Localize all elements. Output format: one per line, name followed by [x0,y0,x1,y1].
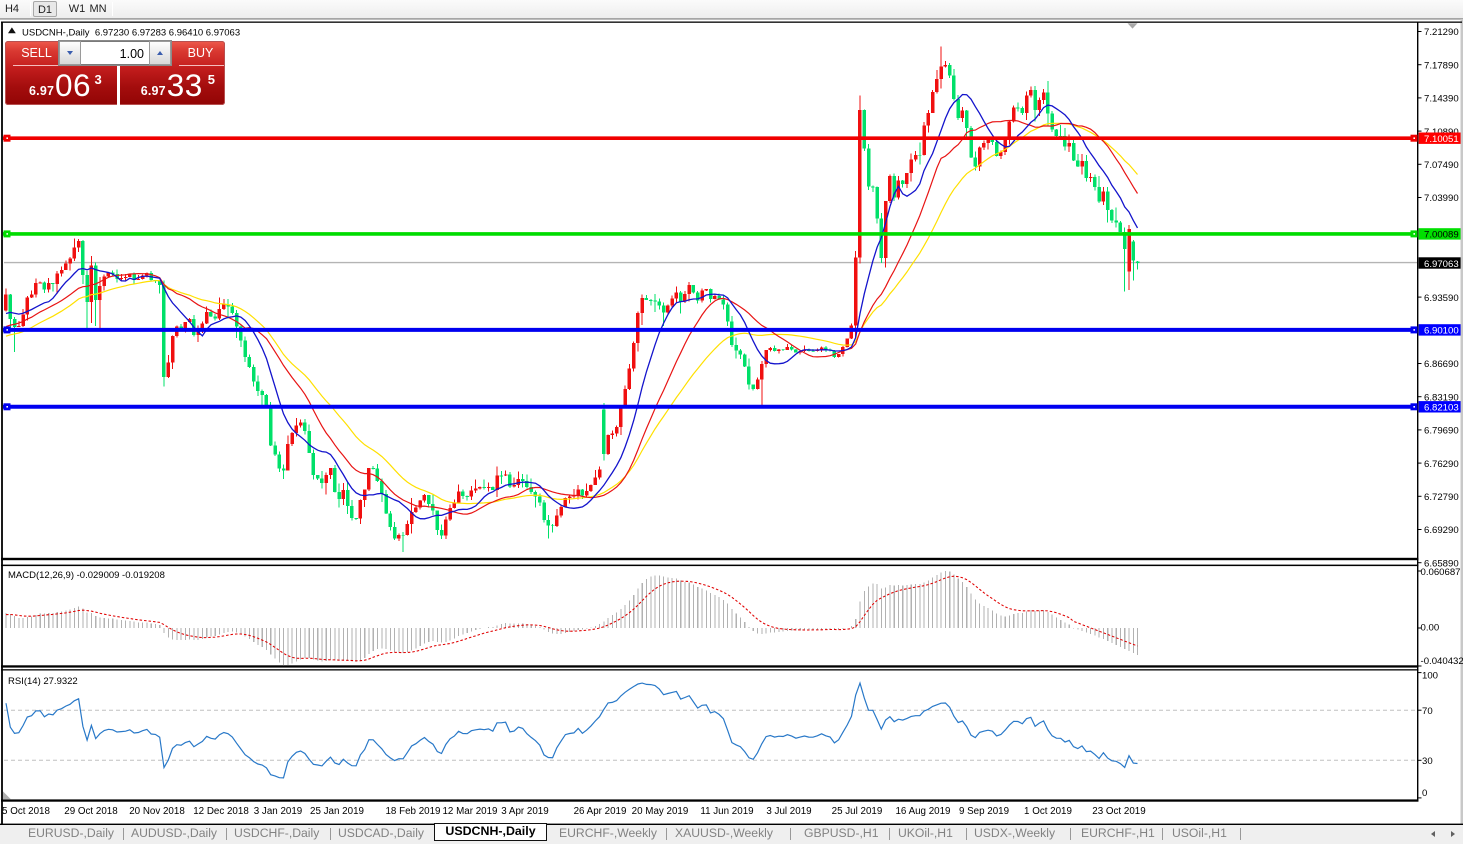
svg-text:29 Oct 2018: 29 Oct 2018 [64,806,118,817]
svg-text:6.97063: 6.97063 [1424,259,1459,270]
svg-text:0: 0 [1422,788,1427,799]
svg-text:-0.040432: -0.040432 [1421,656,1463,667]
svg-text:1 Oct 2019: 1 Oct 2019 [1024,806,1072,817]
svg-text:6.90100: 6.90100 [1424,326,1459,337]
svg-text:9 Sep 2019: 9 Sep 2019 [959,806,1009,817]
svg-text:6.65890: 6.65890 [1424,558,1459,569]
svg-text:6.72790: 6.72790 [1424,492,1459,503]
svg-text:18 Feb 2019: 18 Feb 2019 [385,806,440,817]
svg-text:7.07490: 7.07490 [1424,160,1459,171]
svg-text:MACD(12,26,9) -0.029009 -0.019: MACD(12,26,9) -0.029009 -0.019208 [8,570,165,581]
svg-text:7.14390: 7.14390 [1424,94,1459,105]
svg-text:20 Nov 2018: 20 Nov 2018 [129,806,185,817]
svg-text:3 Apr 2019: 3 Apr 2019 [501,806,548,817]
svg-text:6.69290: 6.69290 [1424,525,1459,536]
svg-text:20 May 2019: 20 May 2019 [632,806,689,817]
svg-text:7.17890: 7.17890 [1424,60,1459,71]
svg-text:100: 100 [1422,671,1438,682]
svg-text:USDCNH-,Daily 6.97230 6.97283: USDCNH-,Daily 6.97230 6.97283 6.96410 6.… [22,28,240,39]
svg-text:12 Mar 2019: 12 Mar 2019 [442,806,497,817]
svg-text:5 Oct 2018: 5 Oct 2018 [2,806,50,817]
svg-text:25 Jan 2019: 25 Jan 2019 [310,806,364,817]
svg-text:23 Oct 2019: 23 Oct 2019 [1092,806,1145,817]
svg-text:11 Jun 2019: 11 Jun 2019 [700,806,753,817]
svg-text:26 Apr 2019: 26 Apr 2019 [574,806,627,817]
svg-text:RSI(14) 27.9322: RSI(14) 27.9322 [8,676,78,687]
svg-text:7.10051: 7.10051 [1424,134,1459,145]
svg-text:0.00: 0.00 [1421,623,1440,634]
svg-text:6.93590: 6.93590 [1424,293,1459,304]
svg-text:7.00089: 7.00089 [1424,230,1459,241]
svg-text:7.03990: 7.03990 [1424,193,1459,204]
svg-text:16 Aug 2019: 16 Aug 2019 [895,806,950,817]
svg-text:3 Jan 2019: 3 Jan 2019 [254,806,302,817]
svg-text:12 Dec 2018: 12 Dec 2018 [193,806,249,817]
svg-text:0.060687: 0.060687 [1421,567,1461,578]
svg-text:6.79690: 6.79690 [1424,426,1459,437]
svg-text:3 Jul 2019: 3 Jul 2019 [766,806,811,817]
svg-text:6.82103: 6.82103 [1424,403,1459,414]
svg-text:6.76290: 6.76290 [1424,459,1459,470]
svg-text:7.21290: 7.21290 [1424,27,1459,38]
svg-text:6.83190: 6.83190 [1424,392,1459,403]
svg-text:7.10890: 7.10890 [1424,127,1459,138]
svg-text:25 Jul 2019: 25 Jul 2019 [832,806,883,817]
svg-text:6.86690: 6.86690 [1424,359,1459,370]
svg-text:70: 70 [1422,706,1433,717]
svg-text:30: 30 [1422,756,1433,767]
